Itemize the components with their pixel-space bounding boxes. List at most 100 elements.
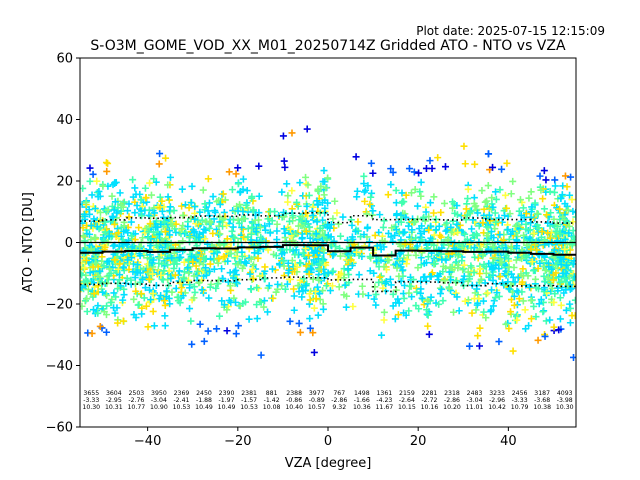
data-point [171,256,179,264]
data-point [90,290,98,298]
data-point [328,282,336,290]
data-point [522,325,530,333]
x-tick-label: −20 [224,434,251,449]
data-point [174,293,182,301]
data-point [109,242,117,250]
data-point [105,265,113,273]
data-point [562,306,570,314]
data-point [368,189,376,197]
data-point [430,193,438,201]
data-point [490,297,498,305]
data-point [403,256,411,264]
data-point [196,320,204,328]
data-point [366,267,374,275]
data-point [166,203,174,211]
data-point [466,342,474,350]
data-point [101,243,109,251]
data-point [487,228,495,236]
data-point [166,231,174,239]
data-point [309,329,317,337]
data-point [432,215,440,223]
data-point [518,255,526,263]
data-point [314,187,322,195]
data-point [529,230,537,238]
data-point [521,306,529,314]
data-point [133,202,141,210]
data-point [439,297,447,305]
bin-mean-label: -0.86 [286,397,302,404]
data-point [112,178,120,186]
data-point [505,235,513,243]
data-point [495,265,503,273]
data-point [234,322,242,330]
data-point [290,285,298,293]
bin-std-label: 10.77 [128,404,146,411]
data-point [272,288,280,296]
data-point [362,186,370,194]
data-point [150,322,158,330]
y-tick-label: 40 [56,113,73,128]
data-point [84,286,92,294]
data-point [333,209,341,217]
data-point [561,172,569,180]
data-point [100,262,108,270]
data-point [527,297,535,305]
data-point [166,173,174,181]
data-point [273,236,281,244]
data-point [411,218,419,226]
data-point [146,220,154,228]
data-point [220,253,228,261]
data-point [398,199,406,207]
data-point [103,291,111,299]
data-point [367,159,375,167]
data-point [167,239,175,247]
data-point [464,211,472,219]
data-point [215,276,223,284]
data-point [96,192,104,200]
data-point [89,170,97,178]
bin-std-label: 10.08 [263,404,281,411]
data-point [504,226,512,234]
data-point [200,337,208,345]
data-point [212,284,220,292]
y-tick-label: −60 [46,421,73,436]
data-point [541,332,549,340]
data-point [562,270,570,278]
data-point [246,270,254,278]
data-point [459,266,467,274]
data-point [561,245,569,253]
data-point [377,272,385,280]
data-point [340,291,348,299]
data-point [453,220,461,228]
bin-std-label: 9.32 [332,404,346,411]
data-point [489,203,497,211]
data-point [361,197,369,205]
data-point [501,191,509,199]
data-point [162,154,170,162]
data-point [305,191,313,199]
bin-count-label: 2390 [219,390,235,397]
data-point [555,326,563,334]
data-point [247,285,255,293]
data-point [80,224,87,232]
bin-count-label: 2369 [174,390,190,397]
x-tick-label: 0 [324,434,332,449]
data-point [226,282,234,290]
data-point [492,218,500,226]
data-point [434,276,442,284]
data-point [114,319,122,327]
data-point [181,230,189,238]
data-point [380,243,388,251]
data-point [316,209,324,217]
data-point [138,202,146,210]
data-point [543,211,551,219]
data-point [288,257,296,265]
data-point [566,319,574,327]
data-point [395,299,403,307]
data-point [304,181,312,189]
data-point [424,322,432,330]
data-point [286,317,294,325]
data-point [234,216,242,224]
y-axis-label: ATO - NTO [DU] [21,192,36,293]
data-point [155,270,163,278]
